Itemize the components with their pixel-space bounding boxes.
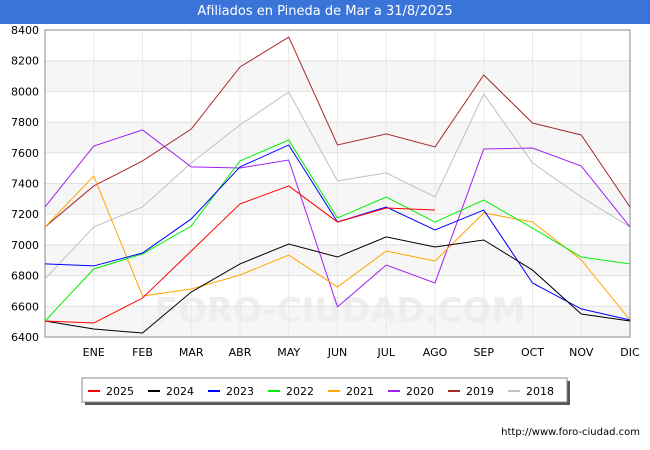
x-tick-label: ABR xyxy=(229,346,252,359)
x-tick-label: ENE xyxy=(83,346,105,359)
plot-frame xyxy=(44,29,631,338)
series-line-2022 xyxy=(44,139,631,322)
x-tick-label: JUL xyxy=(377,346,396,359)
y-tick-label: 8000 xyxy=(11,85,39,98)
x-tick-label: DIC xyxy=(620,346,640,359)
y-tick-label: 8400 xyxy=(11,24,39,37)
x-tick-label: OCT xyxy=(521,346,544,359)
x-tick-label: AGO xyxy=(423,346,448,359)
source-url[interactable]: http://www.foro-ciudad.com xyxy=(501,427,640,438)
series-line-2024 xyxy=(44,236,631,334)
x-tick-label: JUN xyxy=(327,346,348,359)
y-tick-label: 7600 xyxy=(11,147,39,160)
legend-label-2019: 2019 xyxy=(466,385,494,398)
watermark: FORO-CIUDAD.COM xyxy=(155,291,526,331)
legend-label-2025: 2025 xyxy=(106,385,134,398)
legend-label-2021: 2021 xyxy=(346,385,374,398)
x-tick-label: FEB xyxy=(132,346,153,359)
x-tick-label: MAY xyxy=(277,346,300,359)
y-tick-label: 8200 xyxy=(11,55,39,68)
y-tick-label: 6800 xyxy=(11,270,39,283)
series-line-2018 xyxy=(44,91,631,280)
y-tick-label: 7400 xyxy=(11,178,39,191)
legend-label-2022: 2022 xyxy=(286,385,314,398)
legend-label-2018: 2018 xyxy=(526,385,554,398)
series-line-2021 xyxy=(44,175,631,321)
legend-label-2020: 2020 xyxy=(406,385,434,398)
x-tick-label: MAR xyxy=(179,346,204,359)
y-tick-label: 6600 xyxy=(11,300,39,313)
x-tick-label: SEP xyxy=(473,346,494,359)
x-tick-label: NOV xyxy=(569,346,594,359)
series-line-2025 xyxy=(44,185,436,324)
y-tick-label: 7000 xyxy=(11,239,39,252)
series-line-2019 xyxy=(44,36,631,228)
legend-label-2023: 2023 xyxy=(226,385,254,398)
y-tick-label: 7800 xyxy=(11,116,39,129)
series-line-2020 xyxy=(44,129,631,308)
y-tick-label: 7200 xyxy=(11,208,39,221)
legend-label-2024: 2024 xyxy=(166,385,194,398)
legend xyxy=(81,377,568,403)
y-tick-label: 6400 xyxy=(11,331,39,344)
chart-title: Afiliados en Pineda de Mar a 31/8/2025 xyxy=(0,0,650,24)
